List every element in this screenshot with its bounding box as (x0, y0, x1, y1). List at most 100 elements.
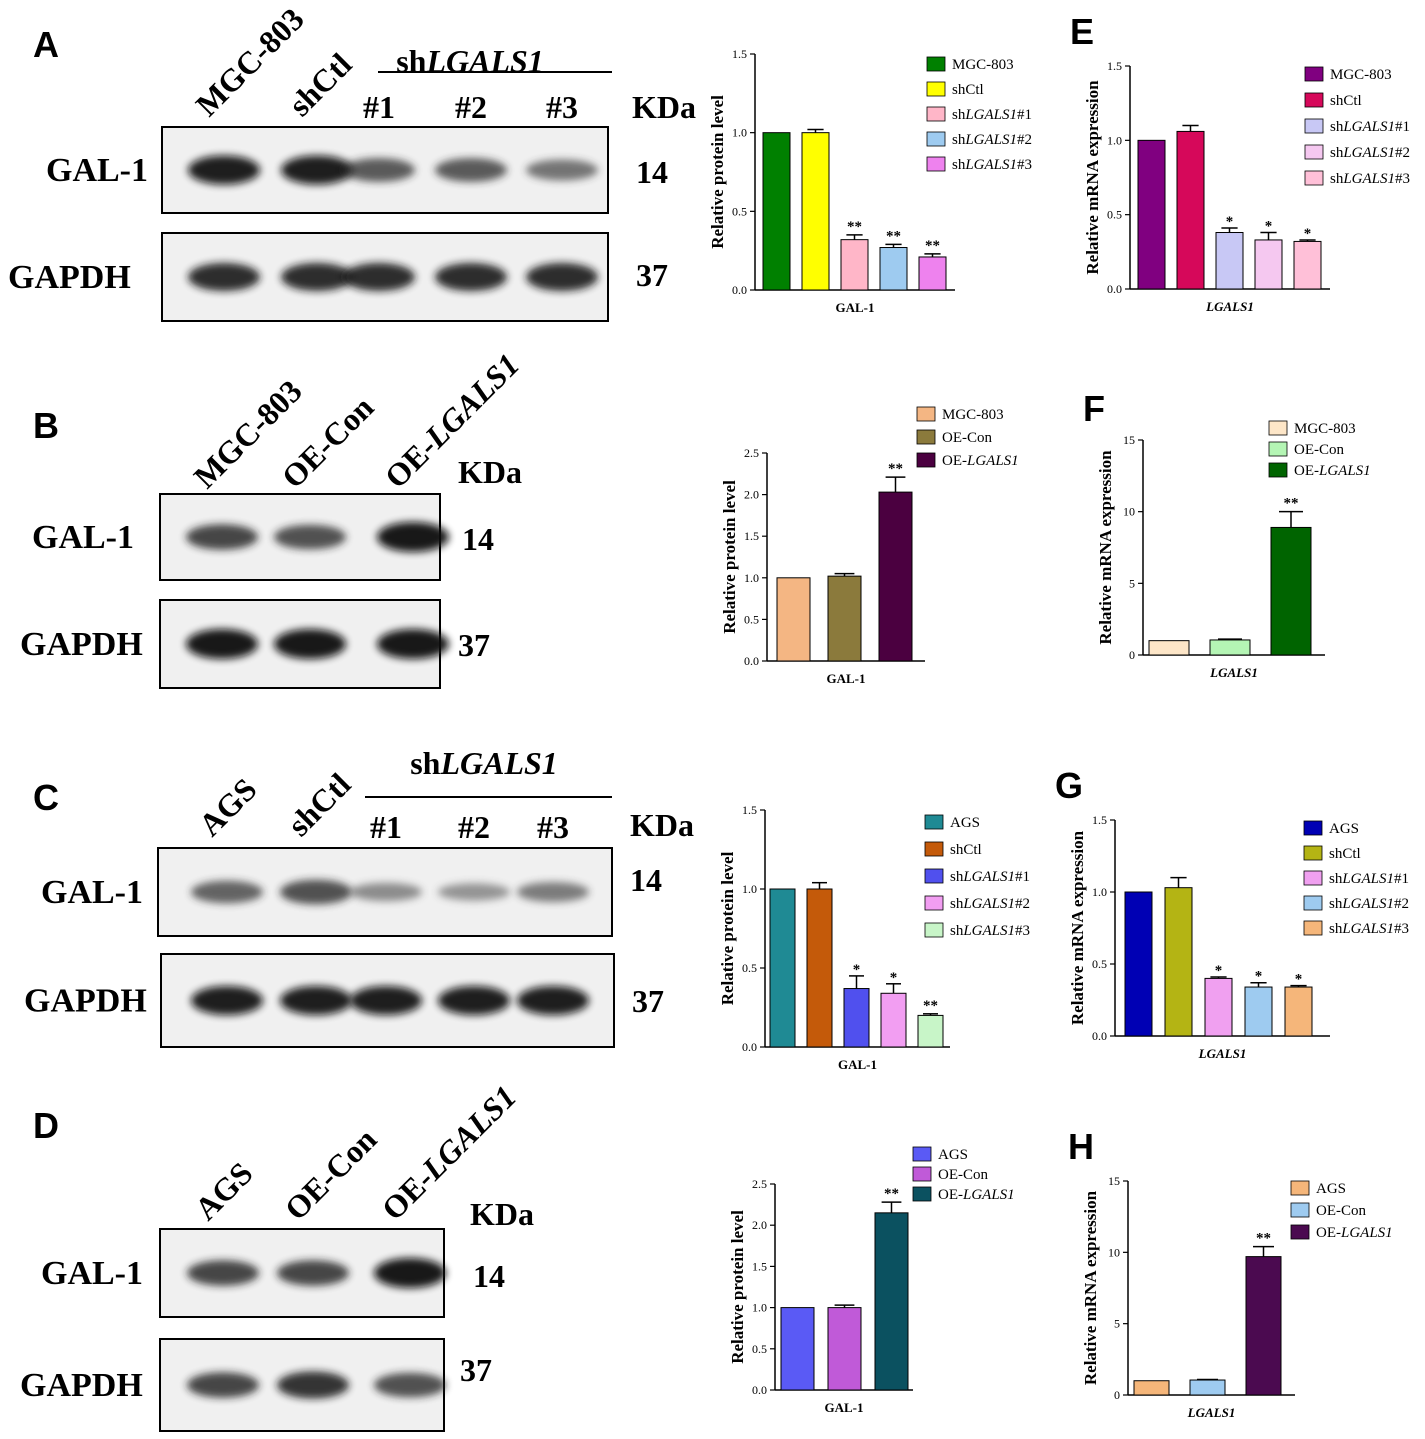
legend-swatch (926, 156, 946, 172)
kda-value: 37 (632, 983, 664, 1019)
legend-swatch (924, 841, 944, 857)
legend-label: shLGALS1#3 (952, 157, 1032, 173)
bar (1284, 986, 1313, 1037)
blot-band (188, 262, 260, 292)
y-axis-title: Relative mRNA expression (1083, 80, 1102, 275)
legend-swatch (1304, 144, 1324, 160)
bar (874, 1212, 909, 1391)
blot-band (517, 985, 589, 1016)
legend-swatch (924, 922, 944, 938)
bar (1133, 1380, 1170, 1396)
chart-panel-h: H 0 5 10 15 Relative mRNA expression LGALS1 AGS… (1068, 1126, 1393, 1420)
y-tick-label: 0.0 (1107, 282, 1122, 296)
x-category-label: LGALS1 (1187, 1405, 1236, 1420)
legend-label: shLGALS1#3 (1330, 171, 1410, 187)
bar (879, 247, 908, 291)
legend-label: shLGALS1#2 (1329, 896, 1409, 912)
bar (880, 992, 907, 1048)
legend-swatch (912, 1146, 932, 1162)
kda-value: 37 (458, 627, 490, 663)
panel-label-c: C (33, 777, 59, 818)
y-tick-label: 1.5 (732, 47, 747, 61)
blot-row-label: GAPDH (20, 626, 143, 663)
y-axis-title: Relative protein level (718, 851, 737, 1005)
bar (1293, 240, 1322, 290)
chart-panel-c: 0.0 0.5 1.0 1.5 Relative protein level GAL-1 A… (718, 803, 1030, 1072)
blot-band (277, 1371, 349, 1399)
y-tick-label: 5 (1129, 576, 1135, 590)
blot-row-label: GAL-1 (32, 519, 134, 556)
legend-swatch (1304, 170, 1324, 186)
legend-label: OE-LGALS1 (1294, 463, 1371, 479)
blot-band (517, 881, 589, 903)
blot-band (280, 985, 352, 1016)
y-axis-title: Relative mRNA expression (1068, 830, 1087, 1025)
bar (1124, 891, 1153, 1037)
blot-band (187, 1260, 259, 1286)
legend-swatch (1268, 462, 1288, 478)
y-tick-label: 1.0 (732, 126, 747, 140)
x-category-label: LGALS1 (1205, 299, 1254, 314)
legend-label: MGC-803 (952, 57, 1014, 73)
blot-band (526, 262, 598, 292)
panel-label-e: E (1070, 11, 1094, 52)
y-tick-label: 0 (1129, 648, 1135, 662)
y-tick-label: 1.0 (742, 882, 757, 896)
bar (827, 1307, 862, 1391)
bar (1176, 130, 1205, 290)
legend-label: AGS (1329, 821, 1359, 837)
bar (1164, 887, 1193, 1037)
y-tick-label: 0.5 (732, 204, 747, 218)
y-tick-label: 1.5 (742, 803, 757, 817)
significance-mark: * (1226, 214, 1234, 230)
legend-swatch (1304, 118, 1324, 134)
blot-row-label: GAL-1 (41, 874, 143, 911)
bar (1215, 232, 1244, 290)
legend-swatch (1290, 1224, 1310, 1240)
significance-mark: ** (888, 461, 903, 477)
significance-mark: * (1255, 969, 1263, 985)
blot-panel-c: C AGS shCtl #1 #2 #3 shLGALS1 KDa GAL-1 14 GAPDH 37 (24, 745, 694, 1048)
legend-swatch (1304, 92, 1324, 108)
legend-swatch (1303, 845, 1323, 861)
significance-mark: ** (847, 219, 862, 235)
y-tick-label: 2.0 (744, 488, 759, 502)
significance-mark: * (890, 970, 898, 986)
bar (843, 988, 870, 1048)
legend-swatch (1268, 441, 1288, 457)
lane-label: #2 (455, 89, 487, 125)
kda-value: 14 (630, 862, 662, 898)
legend-label: OE-Con (1316, 1203, 1366, 1219)
y-tick-label: 1.5 (1107, 59, 1122, 73)
lane-label: shCtl (281, 46, 358, 123)
legend-label: shLGALS1#3 (950, 923, 1030, 939)
legend-swatch (1290, 1180, 1310, 1196)
legend-label: OE-LGALS1 (942, 453, 1019, 469)
y-tick-label: 0.0 (1092, 1029, 1107, 1043)
chart-panel-e: E 0.0 0.5 1.0 1.5 Relative mRNA expression LGA… (1070, 11, 1410, 314)
significance-mark: ** (1256, 1231, 1271, 1247)
legend-label: shLGALS1#1 (1330, 119, 1410, 135)
y-axis-title: Relative protein level (720, 480, 739, 634)
blot-row-label: GAL-1 (41, 1255, 143, 1292)
y-tick-label: 15 (1108, 1174, 1120, 1188)
blot-band (280, 879, 352, 905)
kda-header: KDa (458, 454, 522, 490)
legend-swatch (1268, 420, 1288, 436)
y-tick-label: 1.0 (744, 571, 759, 585)
legend-swatch (924, 868, 944, 884)
y-tick-label: 0.5 (752, 1342, 767, 1356)
blot-row-label: GAPDH (20, 1367, 143, 1404)
y-tick-label: 0.0 (732, 283, 747, 297)
blot-band (350, 985, 422, 1016)
y-axis-title: Relative protein level (708, 95, 727, 249)
lane-label: AGS (187, 1155, 259, 1227)
blot-band (374, 1372, 446, 1398)
legend-swatch (916, 429, 936, 445)
bar (806, 888, 833, 1048)
y-tick-label: 1.5 (1092, 813, 1107, 827)
legend-swatch (916, 452, 936, 468)
bar (1204, 977, 1233, 1037)
chart-panel-f: F 0 5 10 15 Relative mRNA expression LGALS1 MGC… (1083, 388, 1371, 680)
legend-swatch (1304, 66, 1324, 82)
